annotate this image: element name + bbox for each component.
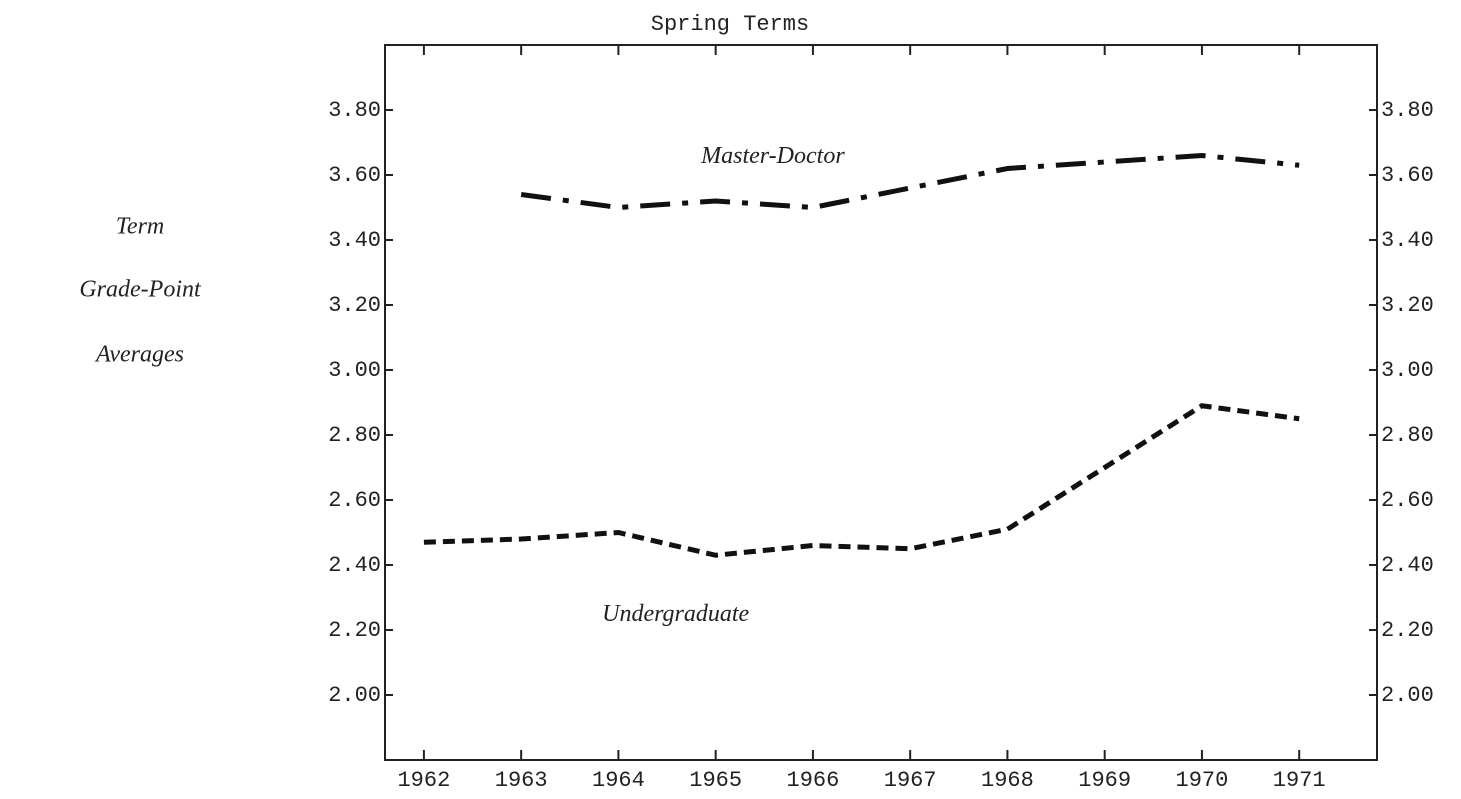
y2-tick-label: 2.20 — [1381, 618, 1434, 643]
y2-tick-label: 3.00 — [1381, 358, 1434, 383]
y2-tick-label: 3.20 — [1381, 293, 1434, 318]
y-tick-label: 3.80 — [328, 98, 381, 123]
y-tick-label: 3.20 — [328, 293, 381, 318]
y-tick-label: 2.60 — [328, 488, 381, 513]
x-tick-label: 1968 — [981, 768, 1034, 793]
y-tick-label: 2.00 — [328, 683, 381, 708]
x-tick-label: 1967 — [884, 768, 937, 793]
y2-tick-label: 3.40 — [1381, 228, 1434, 253]
series-label: Master-Doctor — [700, 143, 845, 169]
x-tick-label: 1970 — [1176, 768, 1229, 793]
x-tick-label: 1966 — [787, 768, 840, 793]
line-series — [423, 403, 1300, 558]
x-tick-label: 1962 — [397, 768, 450, 793]
y-tick-label: 2.20 — [328, 618, 381, 643]
plot-frame — [384, 44, 1378, 761]
y2-tick-label: 2.60 — [1381, 488, 1434, 513]
y-tick-label: 2.80 — [328, 423, 381, 448]
x-tick-label: 1963 — [495, 768, 548, 793]
y-tick-label: 3.40 — [328, 228, 381, 253]
y-axis-label: Grade-Point — [79, 277, 202, 303]
x-tick-label: 1969 — [1078, 768, 1131, 793]
y2-tick-label: 2.00 — [1381, 683, 1434, 708]
y-axis-label: Term — [116, 214, 164, 240]
series-label: Undergraduate — [602, 601, 749, 627]
x-tick-label: 1964 — [592, 768, 645, 793]
y2-tick-label: 2.80 — [1381, 423, 1434, 448]
x-tick-label: 1965 — [689, 768, 742, 793]
y2-tick-label: 3.60 — [1381, 163, 1434, 188]
y-axis-label: Averages — [94, 342, 184, 368]
chart-title: Spring Terms — [651, 12, 809, 37]
y-tick-label: 2.40 — [328, 553, 381, 578]
y2-tick-label: 3.80 — [1381, 98, 1434, 123]
y2-tick-label: 2.40 — [1381, 553, 1434, 578]
y-tick-label: 3.60 — [328, 163, 381, 188]
x-tick-label: 1971 — [1273, 768, 1326, 793]
line-series — [520, 152, 1300, 211]
y-tick-label: 3.00 — [328, 358, 381, 383]
